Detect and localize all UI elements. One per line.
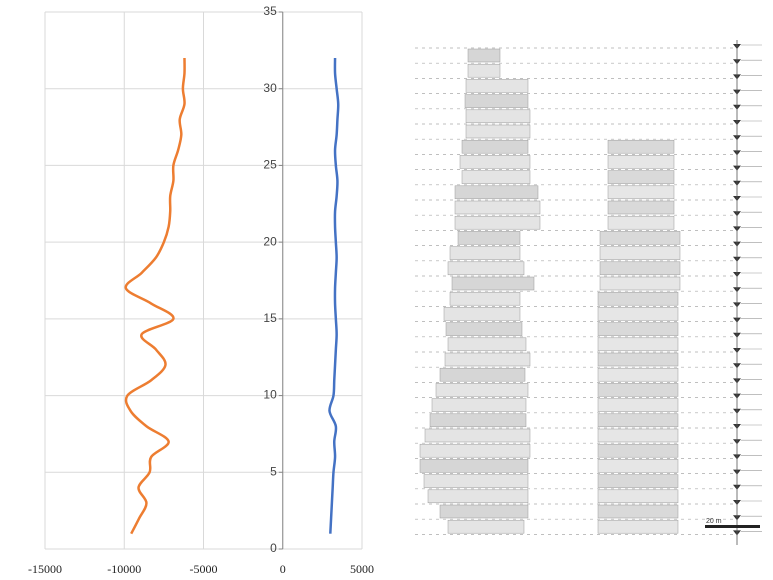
- floor-slab: [598, 444, 678, 457]
- architectural-elevation: [415, 40, 762, 545]
- y-tick-label: 5: [270, 464, 277, 478]
- floor-slab: [598, 429, 678, 442]
- floor-slab: [425, 429, 530, 442]
- y-tick-label: 35: [263, 4, 277, 18]
- y-tick-label: 0: [270, 541, 277, 555]
- floor-slab: [608, 171, 674, 184]
- floor-slab: [600, 277, 680, 290]
- floor-slab: [466, 79, 528, 92]
- floor-slab: [608, 186, 674, 199]
- floor-slab: [432, 399, 526, 412]
- floor-slab: [452, 277, 534, 290]
- floor-slab: [598, 323, 678, 336]
- y-tick-label: 30: [263, 81, 277, 95]
- floor-slab: [466, 125, 530, 138]
- floor-slab: [446, 323, 522, 336]
- y-tick-label: 25: [263, 158, 277, 172]
- floor-slab: [598, 292, 678, 305]
- series-line: [329, 58, 338, 534]
- x-tick-label: -5000: [190, 562, 218, 576]
- floor-slab: [448, 520, 524, 533]
- floor-slab: [608, 155, 674, 168]
- floor-slab: [436, 383, 528, 396]
- floor-slab: [598, 490, 678, 503]
- floor-slab: [598, 414, 678, 427]
- floor-slab: [608, 201, 674, 214]
- scale-label: 20 m: [706, 518, 722, 525]
- x-tick-label: 0: [280, 562, 286, 576]
- floor-slab: [465, 95, 528, 108]
- scale-bar: [705, 525, 760, 528]
- floor-slab: [455, 216, 540, 229]
- floor-slab: [444, 307, 520, 320]
- floor-slab: [430, 414, 526, 427]
- floor-slab: [468, 64, 500, 77]
- floor-slab: [598, 475, 678, 488]
- floor-slab: [462, 140, 528, 153]
- floor-slab: [455, 186, 538, 199]
- floor-slab: [600, 231, 680, 244]
- floor-slab: [598, 338, 678, 351]
- floor-slab: [420, 444, 530, 457]
- floor-slab: [458, 231, 520, 244]
- floor-slab: [462, 171, 530, 184]
- page: 20 m -15000 -10000 -5000 0 5000 0 5 10 15 20 25 30 3…: [0, 0, 773, 580]
- floor-slab: [598, 459, 678, 472]
- y-tick-label: 15: [263, 311, 277, 325]
- floor-slab: [608, 216, 674, 229]
- floor-slab: [598, 399, 678, 412]
- floor-slab: [450, 247, 520, 260]
- floor-slab: [455, 201, 540, 214]
- floor-slab: [598, 353, 678, 366]
- floor-slab: [448, 338, 526, 351]
- floor-slab: [598, 368, 678, 381]
- floor-slab: [600, 262, 680, 275]
- x-tick-label: 5000: [350, 562, 374, 576]
- floor-slab: [598, 307, 678, 320]
- floor-slab: [598, 383, 678, 396]
- x-tick-label: -15000: [28, 562, 62, 576]
- floor-slab: [598, 505, 678, 518]
- floor-slab: [468, 49, 500, 62]
- x-tick-label: -10000: [107, 562, 141, 576]
- floor-slab: [440, 505, 528, 518]
- series-line: [126, 58, 185, 534]
- floor-slab: [445, 353, 530, 366]
- floor-slab: [450, 292, 520, 305]
- floor-slab: [440, 368, 525, 381]
- floor-slab: [420, 459, 528, 472]
- floor-slab: [424, 475, 528, 488]
- floor-slab: [460, 155, 530, 168]
- y-tick-label: 20: [263, 234, 277, 248]
- floor-slab: [448, 262, 524, 275]
- floor-slab: [598, 520, 678, 533]
- floor-slab: [600, 247, 680, 260]
- floor-slab: [608, 140, 674, 153]
- y-tick-label: 10: [263, 388, 277, 402]
- floor-slab: [428, 490, 528, 503]
- floor-slab: [466, 110, 530, 123]
